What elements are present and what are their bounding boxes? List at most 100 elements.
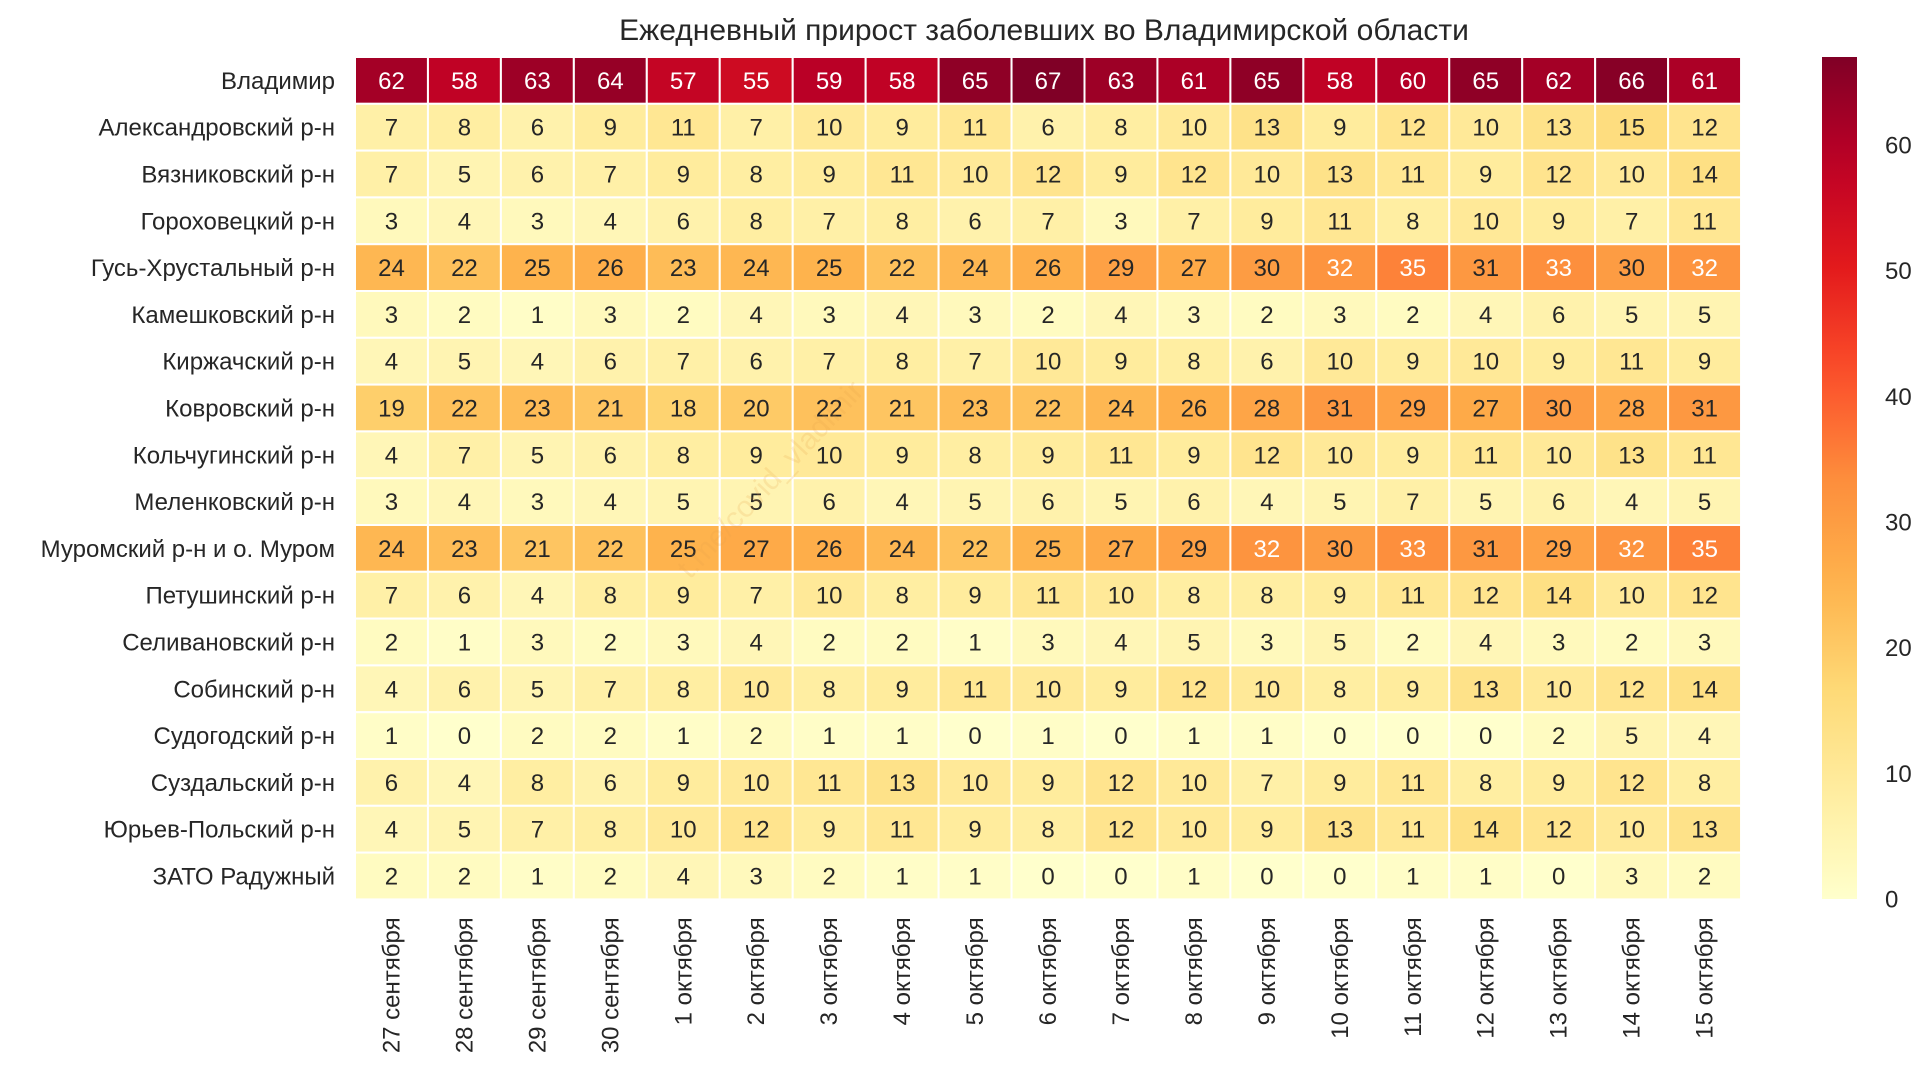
heatmap-cell: [1521, 196, 1597, 246]
cell-value-label: 59: [816, 68, 843, 95]
cell-value-label: 1: [895, 864, 908, 891]
heatmap-cell: [1448, 196, 1524, 246]
cell-value-label: 63: [1108, 68, 1135, 95]
cell-value-label: 8: [1187, 583, 1200, 610]
row-label: Гусь-Хрустальный р-н: [91, 255, 335, 282]
cell-value-label: 29: [1181, 536, 1208, 563]
cell-value-label: 4: [604, 208, 617, 235]
heatmap-cell: [1083, 243, 1159, 292]
cell-value-label: 3: [1333, 302, 1346, 329]
cell-value-label: 3: [385, 489, 398, 516]
heatmap-cell: [791, 570, 867, 620]
row-label: Меленковский р-н: [134, 489, 335, 516]
heatmap-cell: [645, 243, 721, 292]
heatmap-cell: [1448, 664, 1524, 714]
cell-value-label: 11: [1109, 442, 1134, 469]
cell-value-label: 12: [1108, 770, 1135, 797]
heatmap-cell: [1448, 149, 1524, 199]
heatmap-cell: [354, 243, 429, 292]
heatmap-cell: [1229, 336, 1305, 386]
heatmap-cell: [1010, 196, 1086, 246]
cell-value-label: 1: [822, 723, 835, 750]
cell-value-label: 7: [1406, 489, 1419, 516]
cell-value-label: 4: [895, 489, 908, 516]
cell-value-label: 13: [889, 770, 916, 797]
cell-value-label: 6: [531, 162, 544, 189]
heatmap-cell: [426, 290, 502, 339]
cell-value-label: 22: [451, 255, 478, 282]
row-label: ЗАТО Радужный: [153, 864, 335, 891]
colorbar: 0 10 20 30 40 50 60: [1822, 57, 1912, 914]
cell-value-label: 9: [1479, 162, 1492, 189]
heatmap-cell: [1083, 804, 1159, 854]
cell-value-label: 55: [743, 68, 770, 95]
cell-value-label: 31: [1472, 536, 1499, 563]
cell-value-label: 21: [889, 396, 916, 423]
cell-value-label: 22: [597, 536, 624, 563]
cell-value-label: 9: [1260, 208, 1273, 235]
cell-value-label: 4: [750, 630, 763, 657]
heatmap-cell: [791, 664, 867, 714]
row-label: Судогодский р-н: [153, 723, 335, 750]
cell-value-label: 31: [1326, 396, 1353, 423]
heatmap-cell: [864, 664, 940, 714]
cell-value-label: 10: [1545, 442, 1572, 469]
cell-value-label: 10: [1254, 676, 1281, 703]
cell-value-label: 10: [1181, 817, 1208, 844]
cell-value-label: 0: [1114, 723, 1127, 750]
cell-value-label: 63: [524, 68, 551, 95]
cell-value-label: 5: [1625, 302, 1638, 329]
column-labels: 27 сентября 28 сентября 29 сентября 30 сент…: [378, 917, 1718, 1053]
heatmap-cell: [1521, 102, 1597, 152]
cell-value-label: 8: [458, 115, 471, 142]
cell-value-label: 32: [1691, 255, 1718, 282]
row-label: Юрьев-Польский р-н: [104, 817, 335, 844]
column-label: 9 октября: [1254, 917, 1281, 1025]
heatmap-cell: [499, 102, 575, 152]
cell-value-label: 10: [1545, 676, 1572, 703]
heatmap-cell: [426, 336, 502, 386]
cell-value-label: 2: [604, 864, 617, 891]
heatmap-cell: [1667, 290, 1743, 339]
cell-value-label: 25: [670, 536, 697, 563]
heatmap-cell: [1083, 570, 1159, 620]
cell-value-label: 12: [1399, 115, 1426, 142]
cell-value-label: 35: [1691, 536, 1718, 563]
cell-value-label: 7: [604, 676, 617, 703]
heatmap-cell: [1375, 804, 1451, 854]
cell-value-label: 7: [604, 162, 617, 189]
cell-value-label: 27: [1108, 536, 1135, 563]
cell-value-label: 8: [895, 583, 908, 610]
colorbar-tick-label: 10: [1885, 761, 1912, 788]
cell-value-label: 9: [677, 583, 690, 610]
cell-value-label: 6: [604, 349, 617, 376]
heatmap-cell: [354, 711, 429, 761]
heatmap-cell: [354, 477, 429, 527]
cell-value-label: 9: [1114, 162, 1127, 189]
heatmap-cell: [1667, 430, 1743, 480]
cell-value-label: 10: [1618, 162, 1645, 189]
heatmap-cell: [645, 617, 721, 667]
heatmap-cell: [1521, 56, 1597, 105]
heatmap-cell: [718, 56, 794, 105]
cell-value-label: 61: [1691, 68, 1718, 95]
cell-value-label: 10: [1254, 162, 1281, 189]
heatmap-cell: [1302, 851, 1378, 901]
cell-value-label: 10: [1618, 817, 1645, 844]
cell-value-label: 2: [1406, 630, 1419, 657]
cell-value-label: 30: [1254, 255, 1281, 282]
heatmap-cell: [1594, 102, 1670, 152]
cell-value-label: 4: [1114, 630, 1127, 657]
cell-value-label: 28: [1618, 396, 1645, 423]
cell-value-label: 7: [385, 583, 398, 610]
heatmap-cell: [354, 102, 429, 152]
cell-value-label: 11: [1400, 162, 1425, 189]
heatmap-cell: [1667, 196, 1743, 246]
colorbar-ticks: 0 10 20 30 40 50 60: [1885, 132, 1912, 913]
cell-value-label: 4: [385, 676, 398, 703]
cell-value-label: 0: [1041, 864, 1054, 891]
heatmap-cell: [572, 758, 648, 807]
cell-value-label: 4: [604, 489, 617, 516]
heatmap-cell: [864, 758, 940, 807]
cell-value-label: 1: [531, 864, 544, 891]
